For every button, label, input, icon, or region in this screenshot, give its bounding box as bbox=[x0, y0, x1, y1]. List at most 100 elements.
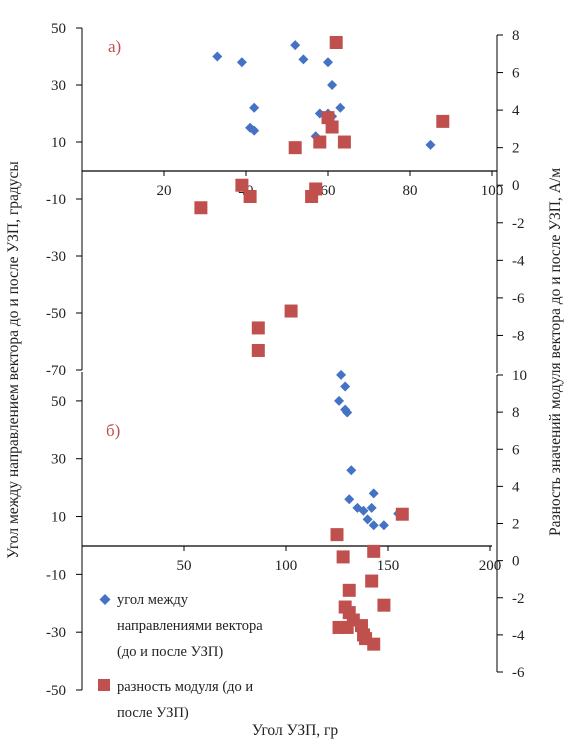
panel-a-x-ticks: 20406080100 bbox=[157, 171, 503, 199]
legend-label-angle-line-1: угол между bbox=[117, 592, 189, 608]
modulus-point bbox=[305, 189, 319, 203]
y-left-tick-label: 30 bbox=[51, 78, 66, 94]
y-right-tick-label: -6 bbox=[512, 291, 525, 307]
angle-point bbox=[340, 381, 351, 392]
y-left-tick-label: -10 bbox=[46, 192, 66, 208]
x-axis-title: Угол УЗП, гр bbox=[252, 722, 339, 739]
y-right-tick-label: 4 bbox=[512, 103, 520, 119]
y-right-tick-label: -6 bbox=[512, 665, 525, 681]
angle-point bbox=[344, 494, 355, 505]
modulus-point bbox=[288, 141, 302, 155]
angle-point bbox=[366, 502, 377, 513]
y-left-tick-label: -30 bbox=[46, 249, 66, 265]
y-left-tick-label: 10 bbox=[51, 135, 66, 151]
angle-point bbox=[368, 520, 379, 531]
angle-point bbox=[298, 54, 309, 65]
y-right-tick-label: 6 bbox=[512, 66, 520, 82]
modulus-point bbox=[329, 36, 343, 50]
angle-point bbox=[249, 125, 260, 136]
x-tick-label: 200 bbox=[479, 558, 502, 574]
modulus-point bbox=[325, 120, 339, 134]
modulus-point bbox=[332, 620, 346, 634]
legend-label-angle-line-2: направлениями вектора bbox=[117, 618, 263, 634]
y-right-tick-label: -2 bbox=[512, 216, 525, 232]
y-right-tick-label: 8 bbox=[512, 405, 520, 421]
angle-point bbox=[368, 488, 379, 499]
y-left-tick-label: -50 bbox=[46, 306, 66, 322]
legend-label-modulus-line-1: разность модуля (до и bbox=[117, 679, 253, 695]
modulus-point bbox=[436, 114, 450, 128]
modulus-point bbox=[235, 178, 249, 192]
x-tick-label: 150 bbox=[377, 558, 400, 574]
panel-b-label: б) bbox=[106, 421, 120, 440]
legend-marker-angle bbox=[99, 594, 111, 605]
x-tick-label: 20 bbox=[157, 183, 172, 199]
angle-point bbox=[362, 514, 373, 525]
panel-b-right-ticks: 10 8 6 4 2 0 -2 -4 -6 bbox=[497, 368, 527, 681]
y-left-tick-label: -30 bbox=[46, 625, 66, 641]
x-tick-label: 60 bbox=[321, 183, 336, 199]
modulus-point bbox=[251, 343, 265, 357]
panel-b-points bbox=[330, 369, 409, 651]
angle-point bbox=[212, 51, 223, 62]
y-right-tick-label: -4 bbox=[512, 253, 525, 269]
angle-point bbox=[236, 57, 247, 68]
y-right-tick-label: 2 bbox=[512, 517, 520, 533]
modulus-point bbox=[284, 304, 298, 318]
y-left-tick-label: -50 bbox=[46, 683, 66, 699]
angle-point bbox=[323, 57, 333, 68]
angle-point bbox=[334, 395, 345, 406]
y-right-tick-label: -4 bbox=[512, 628, 525, 644]
y-left-tick-label: -70 bbox=[46, 363, 66, 379]
panel-a-label: а) bbox=[108, 37, 121, 56]
modulus-point bbox=[337, 135, 351, 149]
angle-point bbox=[358, 505, 369, 516]
panel-a-left-ticks: 50 30 10 -10 -30 -50 -70 bbox=[46, 21, 82, 379]
modulus-point bbox=[365, 574, 379, 588]
legend: угол между направлениями вектора (до и п… bbox=[98, 592, 263, 721]
y-left-tick-label: 30 bbox=[51, 452, 66, 468]
modulus-point bbox=[330, 528, 344, 542]
y-left-tick-label: -10 bbox=[46, 567, 66, 583]
y-right-tick-label: 4 bbox=[512, 479, 520, 495]
panel-a-right-ticks: 8 6 4 2 0 -2 -4 -6 -8 bbox=[497, 28, 525, 344]
x-tick-label: 100 bbox=[275, 558, 298, 574]
y-right-tick-label: 10 bbox=[512, 368, 527, 384]
modulus-point bbox=[377, 598, 391, 612]
y-left-tick-label: 10 bbox=[51, 510, 66, 526]
angle-point bbox=[249, 102, 260, 113]
legend-label-angle-line-3: (до и после УЗП) bbox=[117, 644, 223, 660]
angle-point bbox=[290, 40, 301, 51]
modulus-point bbox=[243, 189, 257, 203]
angle-point bbox=[336, 369, 347, 380]
y-right-tick-label: 0 bbox=[512, 178, 520, 194]
panel-a-points bbox=[194, 36, 450, 357]
y-right-tick-label: 6 bbox=[512, 442, 520, 458]
modulus-point bbox=[313, 135, 327, 149]
angle-point bbox=[378, 520, 389, 531]
y-right-tick-label: 2 bbox=[512, 141, 520, 157]
y-right-tick-label: 8 bbox=[512, 28, 520, 44]
panel-b-left-ticks: 50 30 10 -10 -30 -50 bbox=[46, 394, 82, 699]
modulus-point bbox=[367, 637, 381, 651]
angle-point bbox=[346, 465, 357, 476]
modulus-point bbox=[336, 550, 350, 564]
x-tick-label: 50 bbox=[177, 558, 192, 574]
panel-b-x-ticks: 50 100 150 200 bbox=[177, 546, 502, 574]
y-right-tick-label: -2 bbox=[512, 591, 525, 607]
y-right-tick-label: 0 bbox=[512, 554, 520, 570]
angle-point bbox=[425, 139, 436, 150]
legend-label-modulus-line-2: после УЗП) bbox=[117, 705, 189, 721]
panel-b: б) 50 100 150 200 50 30 10 -10 -30 -50 10 8 6 4 2 0 -2… bbox=[46, 368, 527, 699]
legend-marker-modulus bbox=[98, 679, 110, 691]
angle-point bbox=[335, 102, 346, 113]
angle-point bbox=[342, 407, 353, 418]
modulus-point bbox=[251, 321, 265, 335]
modulus-point bbox=[342, 583, 356, 597]
y-axis-title-left: Угол между направлением вектора до и пос… bbox=[5, 161, 22, 559]
y-right-tick-label: -8 bbox=[512, 328, 525, 344]
y-left-tick-label: 50 bbox=[51, 21, 66, 37]
y-axis-title-right: Разность значений модуля вектора до и по… bbox=[547, 168, 564, 536]
